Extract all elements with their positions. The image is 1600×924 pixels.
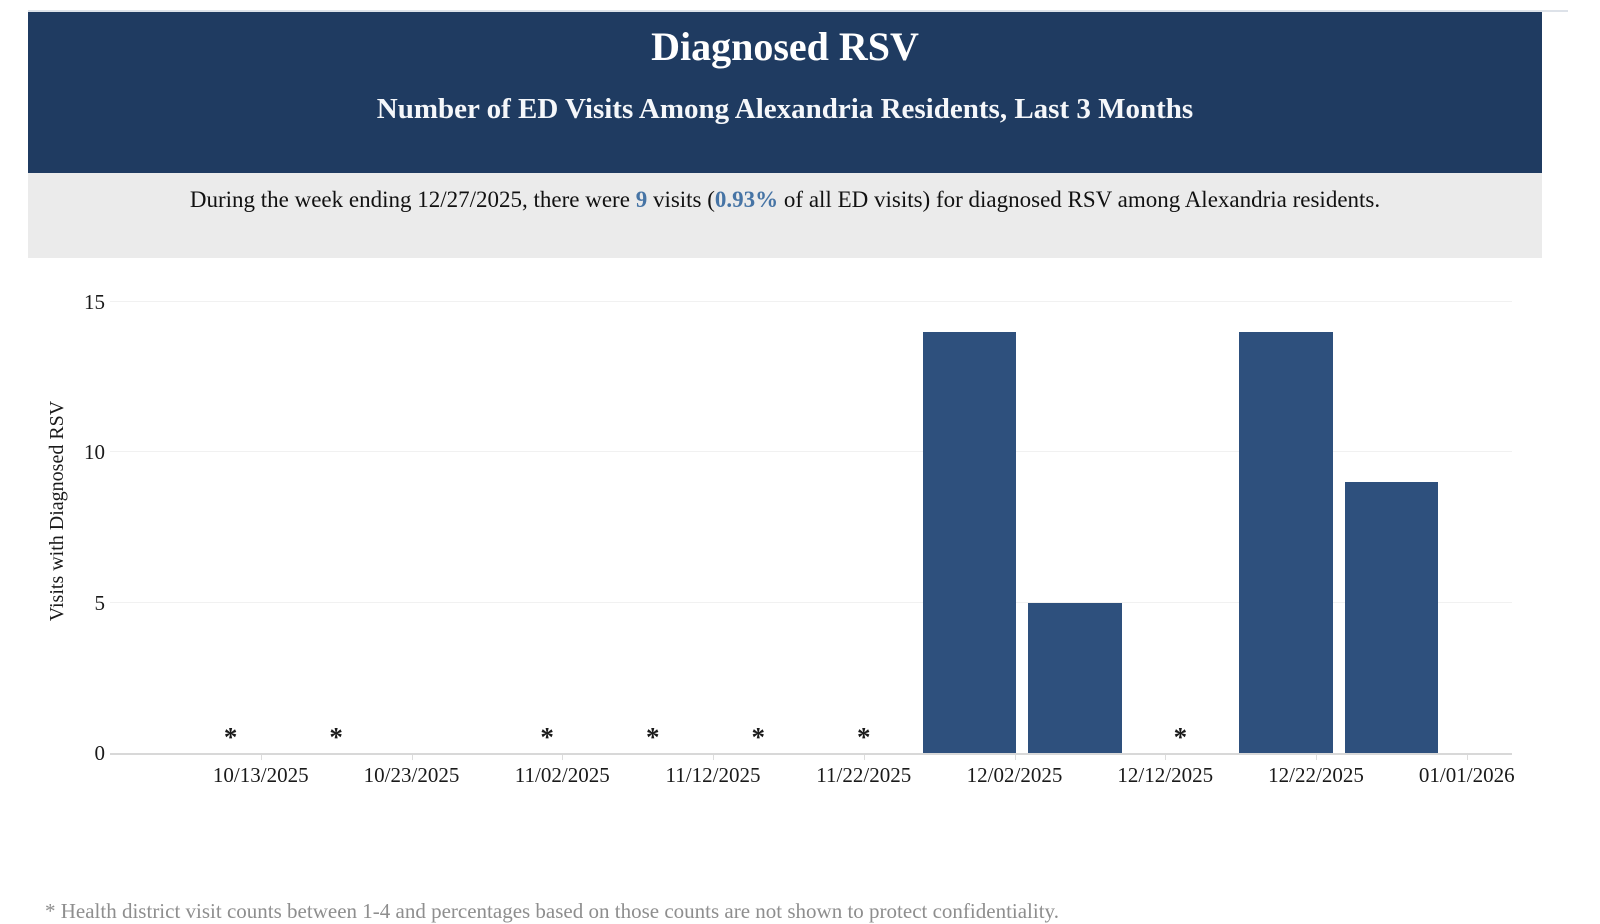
rsv-visits-bar[interactable]	[1239, 332, 1333, 753]
gridline-y-15	[110, 301, 1512, 302]
rsv-visits-bar[interactable]	[1344, 482, 1439, 753]
suppressed-count-asterisk: *	[223, 722, 238, 752]
x-axis-tick-label: 11/02/2025	[514, 763, 610, 787]
report-header-banner: Diagnosed RSV Number of ED Visits Among …	[28, 12, 1542, 173]
top-divider-line	[28, 10, 1568, 12]
weekly-summary-text: During the week ending 12/27/2025, there…	[28, 173, 1542, 214]
x-axis-tick-label: 11/12/2025	[665, 763, 761, 787]
summary-text-before: During the week ending 12/27/2025, there…	[189, 187, 636, 212]
confidentiality-footnote: * Health district visit counts between 1…	[45, 899, 1059, 923]
x-axis-tick-mark	[1466, 755, 1468, 760]
page-title: Diagnosed RSV	[651, 24, 919, 69]
x-axis-tick-mark	[260, 755, 262, 760]
y-axis-title: Visits with Diagnosed RSV	[46, 400, 68, 622]
x-axis-tick-mark	[863, 755, 865, 760]
x-axis-tick-label: 01/01/2026	[1418, 763, 1515, 787]
y-axis-tick-label: 10	[84, 440, 105, 465]
x-axis-tick-label: 10/23/2025	[363, 763, 460, 787]
chart-plot-area: * * * * * * *	[110, 301, 1512, 760]
suppressed-count-asterisk: *	[540, 722, 554, 752]
weekly-summary-band: During the week ending 12/27/2025, there…	[28, 173, 1542, 258]
x-axis-tick-mark	[411, 755, 413, 760]
summary-text-between: visits (	[647, 187, 715, 212]
suppressed-count-asterisk: *	[1173, 722, 1188, 752]
rsv-visits-bar[interactable]	[922, 332, 1016, 753]
rsv-visits-bar[interactable]	[1028, 602, 1122, 753]
suppressed-count-asterisk: *	[329, 722, 343, 752]
y-axis-tick-label: 5	[94, 590, 106, 615]
x-axis-tick-mark	[1165, 755, 1167, 760]
x-axis-tick-mark	[713, 755, 714, 760]
x-axis-tick-label: 11/22/2025	[816, 763, 912, 787]
x-axis-tick-label: 12/22/2025	[1268, 763, 1364, 787]
x-axis-tick-mark	[562, 755, 564, 760]
suppressed-count-asterisk: *	[645, 722, 660, 752]
x-axis-tick-label: 10/13/2025	[212, 763, 309, 787]
summary-visit-percent: 0.93%	[714, 187, 779, 212]
x-axis-tick-label: 12/02/2025	[966, 763, 1063, 787]
y-axis-tick-label: 0	[94, 741, 106, 765]
summary-visit-count: 9	[635, 187, 648, 212]
suppressed-count-asterisk: *	[751, 722, 765, 752]
gridline-y-5	[110, 601, 1512, 603]
suppressed-count-asterisk: *	[857, 722, 871, 752]
x-axis-tick-mark	[1316, 755, 1318, 760]
x-axis-tick-mark	[1014, 755, 1016, 760]
y-axis-tick-label: 15	[84, 290, 105, 314]
summary-text-after: of all ED visits) for diagnosed RSV amon…	[778, 187, 1381, 212]
gridline-y-10	[110, 451, 1512, 453]
page-subtitle: Number of ED Visits Among Alexandria Res…	[376, 93, 1194, 125]
x-axis-tick-label: 12/12/2025	[1117, 763, 1214, 787]
